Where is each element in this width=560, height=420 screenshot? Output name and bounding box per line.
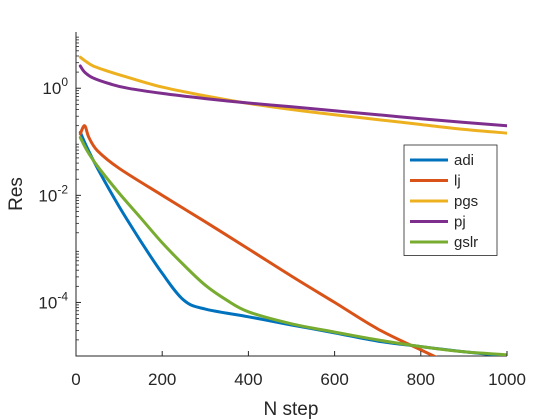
y-tick-label: 10-4 (38, 289, 68, 312)
x-tick-label: 1000 (488, 370, 526, 389)
x-tick-label: 200 (148, 370, 176, 389)
y-axis-label: Res (6, 177, 27, 211)
series-layer (78, 55, 507, 356)
series-line-pj (78, 64, 507, 128)
x-tick-label: 400 (234, 370, 262, 389)
legend-label-pgs: pgs (454, 193, 478, 210)
y-tick-label: 100 (42, 75, 68, 98)
x-tick-label: 0 (71, 370, 80, 389)
tick-layer: 0 200 400 600 800 1000 10-4 10-2 100 (38, 36, 526, 389)
series-line-gslr (78, 136, 507, 356)
legend: adi lj pgs pj gslr (403, 144, 498, 256)
legend-label-gslr: gslr (454, 234, 478, 251)
x-tick-label: 600 (320, 370, 348, 389)
x-axis-label: N step (264, 399, 319, 420)
legend-label-lj: lj (454, 173, 461, 190)
y-tick-label: 10-2 (38, 182, 68, 205)
legend-label-pj: pj (454, 214, 466, 231)
x-tick-label: 800 (407, 370, 435, 389)
series-line-lj (78, 124, 438, 356)
legend-label-adi: adi (454, 152, 474, 169)
